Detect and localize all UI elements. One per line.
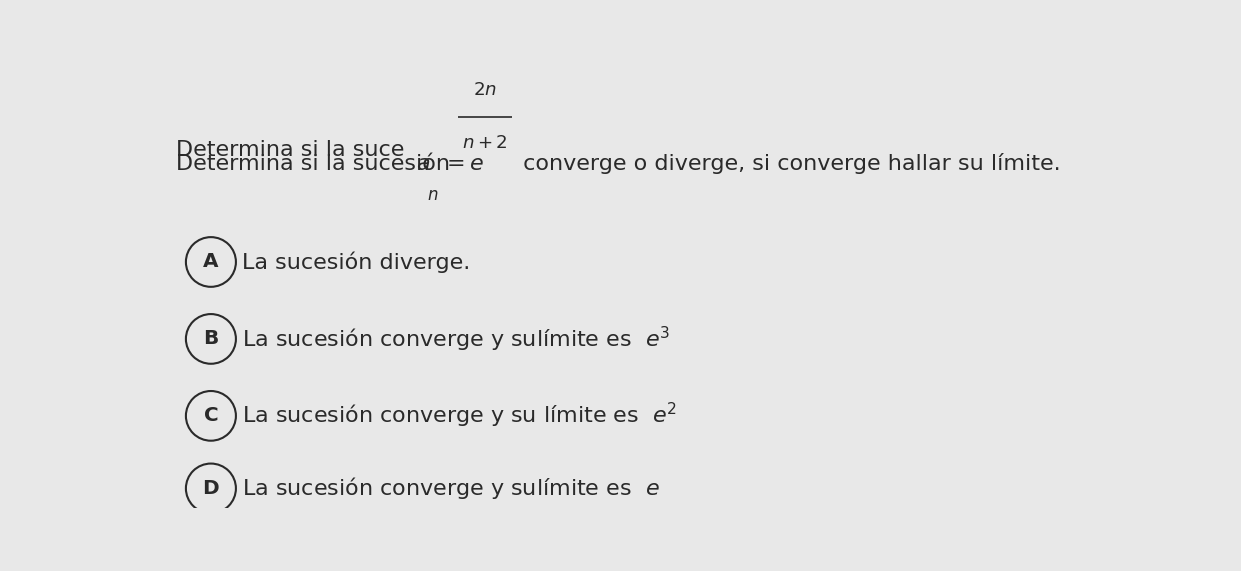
Text: $2n$: $2n$ — [473, 81, 496, 99]
Text: La sucesión converge y su límite es  $e^2$: La sucesión converge y su límite es $e^2… — [242, 401, 676, 431]
Text: A: A — [204, 252, 218, 271]
Text: Determina si la sucesión: Determina si la sucesión — [176, 154, 458, 174]
Text: B: B — [204, 329, 218, 348]
Text: $n+2$: $n+2$ — [462, 134, 508, 152]
Text: D: D — [202, 479, 220, 498]
Text: $=e$: $=e$ — [436, 154, 484, 174]
Text: C: C — [204, 407, 218, 425]
Text: La sucesión diverge.: La sucesión diverge. — [242, 251, 470, 273]
Text: $a$: $a$ — [416, 154, 429, 174]
Text: La sucesión converge y sulímite es  $e$: La sucesión converge y sulímite es $e$ — [242, 476, 659, 501]
Text: $n$: $n$ — [427, 186, 439, 204]
Text: Determina si la suce: Determina si la suce — [176, 140, 405, 160]
Text: La sucesión converge y sulímite es  $e^3$: La sucesión converge y sulímite es $e^3$ — [242, 324, 670, 353]
Text: converge o diverge, si converge hallar su límite.: converge o diverge, si converge hallar s… — [516, 152, 1060, 174]
